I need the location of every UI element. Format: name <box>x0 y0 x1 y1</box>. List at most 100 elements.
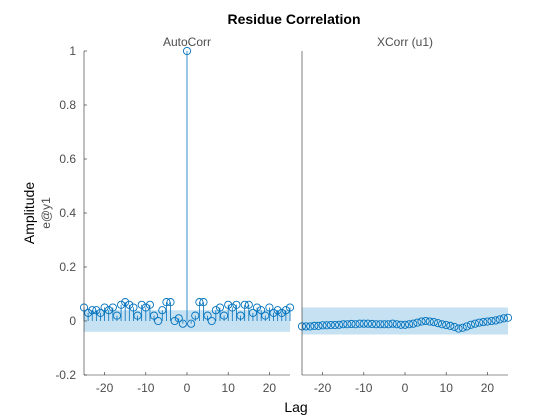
data-point <box>207 316 216 326</box>
data-point <box>318 321 327 330</box>
data-point <box>211 306 220 315</box>
data-point <box>475 318 484 327</box>
data-point <box>133 311 142 320</box>
data-point <box>442 320 451 330</box>
data-point <box>466 320 475 329</box>
data-point <box>380 320 389 329</box>
y-tick-label: 0.8 <box>59 98 76 112</box>
data-point <box>191 311 200 320</box>
data-point <box>178 319 187 328</box>
data-point <box>487 316 496 326</box>
data-point <box>252 303 262 312</box>
panel-autocorr: AutoCorr -20 -10 0 10 20 -0.2 0 0.2 0.4 0.6 0.8 1 <box>55 35 295 395</box>
data-point <box>187 319 196 328</box>
data-point <box>479 318 488 327</box>
data-point <box>454 324 463 333</box>
data-point <box>483 317 492 326</box>
x-tick-label: -10 <box>355 381 373 395</box>
data-point <box>117 300 126 309</box>
x-tick-label: -10 <box>137 381 155 395</box>
data-point <box>372 320 381 329</box>
data-point <box>330 320 340 330</box>
data-point <box>195 298 204 307</box>
y-tick-label: 1 <box>69 44 76 58</box>
data-point <box>376 320 385 329</box>
data-point <box>224 300 233 309</box>
data-point <box>265 303 274 312</box>
data-point <box>84 308 93 317</box>
y-tick-label: -0.2 <box>55 368 76 382</box>
data-point <box>220 311 229 320</box>
x-tick-label: 10 <box>440 381 454 395</box>
data-point <box>166 298 175 307</box>
data-point <box>158 306 167 315</box>
data-point <box>154 316 163 326</box>
data-point <box>240 300 249 309</box>
data-point <box>343 320 352 329</box>
data-point <box>409 319 418 328</box>
data-point <box>261 311 270 320</box>
data-point <box>125 300 134 309</box>
panel-title-xcorr: XCorr (u1) <box>377 35 433 49</box>
data-point <box>438 320 447 329</box>
data-point <box>503 313 513 322</box>
data-point <box>228 303 237 312</box>
data-point <box>104 306 113 315</box>
data-point <box>88 306 97 315</box>
data-point <box>96 308 105 317</box>
data-point <box>129 303 138 312</box>
y-tick-label: 0 <box>69 314 76 328</box>
x-tick-label: 20 <box>481 381 495 395</box>
x-tick-label: -20 <box>96 381 114 395</box>
data-point <box>363 319 372 328</box>
data-point <box>100 303 109 312</box>
data-point <box>306 322 315 331</box>
y-tick-label: 0.4 <box>59 206 76 220</box>
data-point <box>322 321 331 330</box>
data-point <box>145 300 154 309</box>
data-point <box>470 319 480 328</box>
data-point <box>232 300 241 309</box>
data-point <box>367 319 377 329</box>
x-tick-label: 20 <box>263 381 277 395</box>
data-point <box>281 306 290 315</box>
data-point <box>277 308 286 317</box>
data-point <box>417 317 426 326</box>
data-point <box>425 317 434 326</box>
x-tick-label: 10 <box>222 381 236 395</box>
data-point <box>248 308 257 317</box>
data-point <box>203 311 212 320</box>
data-point <box>351 320 360 329</box>
data-point <box>141 303 150 312</box>
data-point <box>413 318 422 327</box>
x-tick-label: -20 <box>314 381 332 395</box>
data-point <box>273 306 282 315</box>
data-point <box>421 316 430 326</box>
data-point <box>429 318 438 327</box>
data-point <box>244 300 253 309</box>
data-point <box>433 319 443 328</box>
chart-title: Residue Correlation <box>227 11 360 27</box>
data-point <box>162 298 171 307</box>
data-point <box>302 322 311 331</box>
y-tick-label: 0.6 <box>59 152 76 166</box>
data-point <box>339 320 348 329</box>
data-point <box>392 320 401 329</box>
data-point <box>112 311 122 320</box>
data-point <box>314 321 323 330</box>
data-point <box>269 308 278 317</box>
panel-xcorr: XCorr (u1) -20 -10 0 10 20 <box>297 35 513 395</box>
data-point <box>335 320 344 329</box>
data-point <box>450 322 459 331</box>
panel-title-autocorr: AutoCorr <box>163 35 211 49</box>
x-axis-label: Lag <box>284 399 307 415</box>
data-point <box>491 316 500 325</box>
data-point <box>359 319 368 328</box>
data-point <box>108 303 117 312</box>
data-point <box>446 321 455 330</box>
data-point <box>257 306 266 315</box>
data-point <box>396 320 405 329</box>
data-point <box>405 320 414 329</box>
data-point <box>384 320 393 329</box>
